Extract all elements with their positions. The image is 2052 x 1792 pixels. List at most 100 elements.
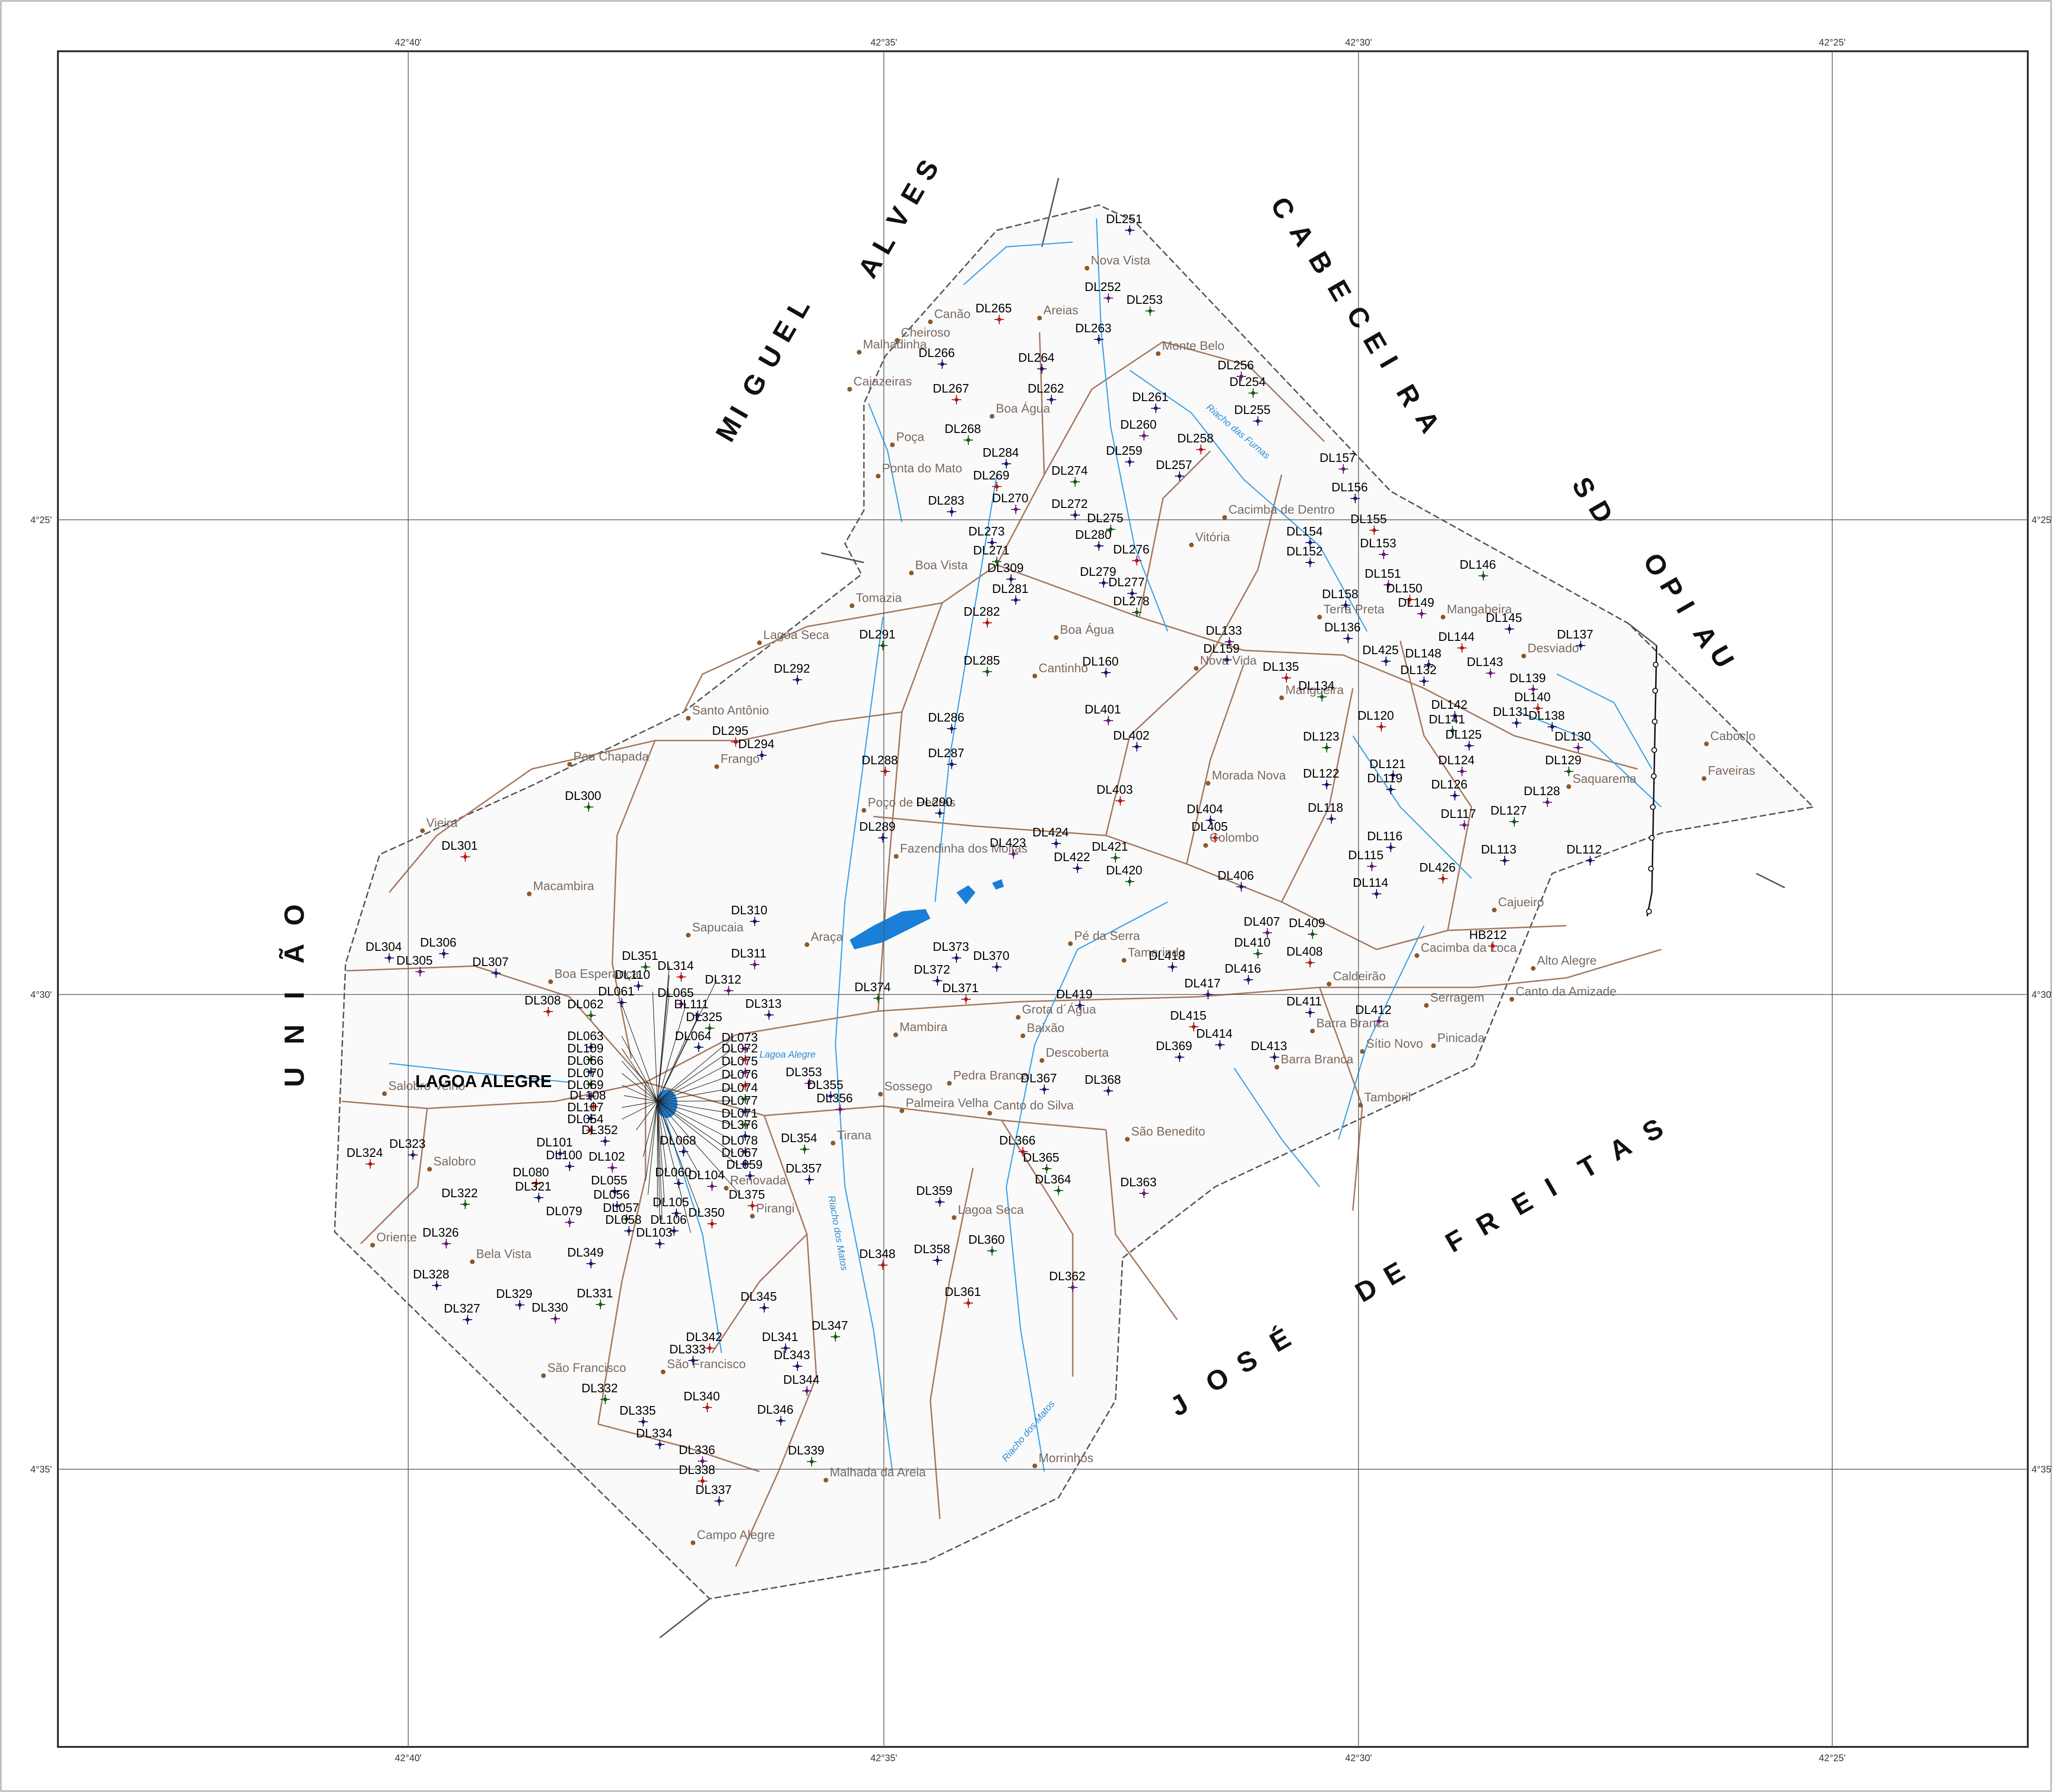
well-label: DL107: [567, 1100, 604, 1114]
well-label: DL409: [1289, 916, 1325, 930]
locality-dot: [990, 414, 994, 419]
well-point: DL062: [567, 997, 604, 1020]
well-label: DL308: [525, 993, 561, 1007]
locality-dot: [1360, 1049, 1365, 1054]
locality-dot: [724, 1186, 729, 1191]
well-dot: [1009, 577, 1013, 581]
well-label: DL137: [1557, 627, 1593, 641]
locality-label: Saquarema: [1573, 771, 1637, 786]
well-point: DL125: [1445, 727, 1482, 751]
well-point: DL274: [1051, 463, 1088, 487]
well-dot: [1227, 640, 1231, 644]
well-dot: [985, 670, 989, 674]
well-point: DL284: [983, 445, 1019, 469]
leader-line: [657, 1004, 686, 1102]
well-dot: [610, 1166, 614, 1170]
well-label: DL350: [688, 1205, 725, 1220]
locality-dot: [691, 1540, 695, 1545]
well-label: DL060: [655, 1165, 692, 1179]
locality: Lagoa Seca: [757, 628, 829, 645]
well-label: DL122: [1303, 766, 1340, 780]
well-point: DL301: [441, 838, 478, 862]
well-dot: [1308, 1011, 1312, 1014]
uniao-letter: Ã: [279, 944, 310, 964]
well-point: DL304: [365, 939, 402, 963]
well-label: DL414: [1196, 1026, 1233, 1041]
well-point: DL410: [1234, 935, 1271, 958]
well-label: DL113: [1481, 842, 1517, 856]
well-label: DL330: [532, 1300, 568, 1314]
well-label: DL069: [567, 1078, 604, 1092]
well-label: DL285: [964, 653, 1000, 667]
well-dot: [1012, 852, 1015, 856]
well-dot: [1049, 398, 1053, 402]
well-label: DL158: [1322, 587, 1359, 601]
locality-dot: [1441, 615, 1445, 619]
locality-label: Salobro: [433, 1154, 476, 1168]
leader-line: [621, 1048, 658, 1102]
well-dot: [950, 727, 954, 731]
locality: Pinicada: [1431, 1031, 1485, 1048]
well-label: HB212: [1469, 928, 1507, 942]
well-label: DL349: [567, 1245, 604, 1259]
well-dot: [644, 965, 647, 969]
leader-line: [621, 1073, 658, 1102]
locality: Areias: [1037, 303, 1078, 320]
well-label: DL139: [1509, 671, 1546, 685]
well-point: DL156: [1331, 480, 1368, 503]
well-dot: [936, 979, 939, 983]
well-dot: [1389, 845, 1393, 849]
well-label: DL336: [679, 1443, 715, 1457]
well-point: DL305: [396, 953, 433, 976]
well-label: DL101: [536, 1135, 573, 1149]
well-point: DL116: [1367, 829, 1403, 852]
well-dot: [1114, 856, 1117, 860]
well-dot: [587, 805, 590, 809]
well-dot: [997, 318, 1001, 321]
well-dot: [1106, 1089, 1110, 1093]
well-dot: [463, 855, 467, 859]
well-dot: [1102, 581, 1106, 585]
well-label: DL276: [1113, 542, 1150, 556]
well-dot: [938, 811, 942, 815]
well-point: DL271: [973, 543, 1010, 566]
well-dot: [734, 740, 738, 744]
well-label: DL108: [570, 1088, 606, 1102]
well-dot: [1325, 746, 1329, 750]
well-point: DL080: [513, 1165, 549, 1188]
lat-label-right-1: 4°25': [2032, 515, 2052, 525]
locality: Boa Água: [1054, 622, 1115, 640]
well-point: DL300: [565, 788, 601, 812]
well-dot: [589, 1013, 593, 1017]
well-point: DL077: [721, 1093, 758, 1116]
well-label: DL116: [1367, 829, 1403, 843]
well-dot: [1308, 561, 1312, 564]
well-point: DL368: [1085, 1072, 1121, 1096]
well-dot: [753, 963, 757, 966]
locality: Renovada: [724, 1173, 787, 1191]
locality-dot: [1125, 1137, 1130, 1142]
well-dot: [1014, 598, 1018, 602]
well-point: DL329: [496, 1286, 533, 1310]
well-point: DL119: [1367, 771, 1403, 794]
well-label: DL131: [1493, 704, 1529, 719]
well-point: DL375: [729, 1187, 765, 1210]
well-point: DL118: [1308, 800, 1343, 824]
lon-label-bottom-3: 42°30': [1345, 1753, 1372, 1764]
well-dot: [1097, 338, 1101, 341]
well-dot: [743, 1110, 747, 1114]
well-point: DL059: [726, 1157, 763, 1181]
well-point: DL123: [1303, 729, 1340, 752]
well-dot: [1308, 541, 1312, 544]
locality: São Francisco: [661, 1357, 746, 1374]
well-point: DL345: [740, 1289, 777, 1313]
well-point: DL403: [1096, 782, 1133, 806]
well-label: DL265: [975, 301, 1012, 315]
well-dot: [534, 1182, 538, 1185]
locality-dot: [1085, 266, 1089, 271]
locality-label: Lagoa Seca: [958, 1202, 1024, 1217]
well-point: DL108: [570, 1088, 606, 1111]
well-dot: [1218, 1043, 1222, 1047]
locality: Tamarindo: [1122, 945, 1185, 963]
locality-dot: [757, 640, 762, 645]
